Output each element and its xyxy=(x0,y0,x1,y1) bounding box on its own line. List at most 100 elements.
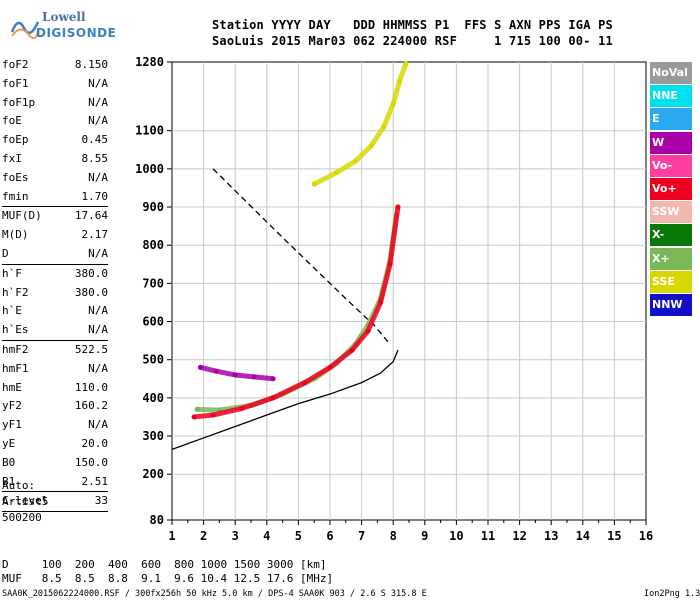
param-row-fmin: fmin 1.70 xyxy=(2,188,108,207)
x-tick-label: 2 xyxy=(200,529,207,543)
param-value: 1.70 xyxy=(81,189,109,203)
param-row-hf: h`F 380.0 xyxy=(2,263,108,284)
trace-point xyxy=(333,170,339,176)
param-key: yF1 xyxy=(2,418,22,432)
param-value: 522.5 xyxy=(74,342,108,356)
param-key: foF2 xyxy=(2,58,29,71)
param-value: 8.55 xyxy=(81,151,109,165)
auto-code: 500200 xyxy=(2,511,42,524)
param-key: yE xyxy=(2,436,16,450)
x-tick-label: 12 xyxy=(512,529,526,543)
footer-file-info: SAA0K_2015062224000.RSF / 300fx256h 50 k… xyxy=(2,589,427,599)
logo-wave-icon xyxy=(10,21,40,40)
trace-point xyxy=(403,61,409,67)
param-key: M(D) xyxy=(2,228,29,242)
trace-point xyxy=(197,364,203,370)
legend-item-nnw-10: NNW xyxy=(650,293,692,316)
param-row-fof1p: foF1p N/A xyxy=(2,94,108,113)
param-value: 110.0 xyxy=(74,380,108,394)
x-tick-label: 7 xyxy=(358,529,365,543)
trace-w xyxy=(197,364,276,382)
trace-sse xyxy=(311,61,409,187)
y-tick-label: 800 xyxy=(142,238,164,252)
trace-point xyxy=(390,101,396,107)
trace-vo xyxy=(191,204,401,420)
trace-point xyxy=(232,372,238,378)
x-tick-label: 10 xyxy=(449,529,463,543)
param-row-mufd: MUF(D) 17.64 xyxy=(2,206,108,226)
x-tick-label: 15 xyxy=(607,529,621,543)
legend-item-vo-4: Vo- xyxy=(650,154,692,177)
param-row-clevel: C-level 33 xyxy=(2,491,108,511)
param-key: yF2 xyxy=(2,399,22,413)
y-tick-label: 700 xyxy=(142,276,164,290)
param-value: N/A xyxy=(88,361,108,375)
trace-point xyxy=(248,403,254,408)
trace-point xyxy=(365,322,371,328)
param-row-he: h`E N/A xyxy=(2,302,108,321)
param-key: fmin xyxy=(2,189,29,203)
trace-point xyxy=(311,181,317,187)
y-tick-label: 400 xyxy=(142,391,164,405)
param-row-hf2: h`F2 380.0 xyxy=(2,284,108,303)
param-value: 17.64 xyxy=(74,209,108,223)
autoscaling-info: Auto: Artist5 500200 xyxy=(2,478,48,526)
x-tick-label: 14 xyxy=(576,529,590,543)
profile-line-0 xyxy=(171,349,399,451)
trace-point xyxy=(365,328,371,334)
trace-point xyxy=(349,347,355,353)
logo: Lowell DIGISONDE xyxy=(4,6,164,46)
x-tick-label: 5 xyxy=(295,529,302,543)
auto-label: Auto: xyxy=(2,479,36,492)
legend-item-noval-0: NoVal xyxy=(650,62,692,84)
trace-point xyxy=(216,407,222,413)
trace-x xyxy=(194,212,399,413)
x-tick-label: 1 xyxy=(168,529,175,543)
y-tick-label: 600 xyxy=(142,315,164,329)
trace-point xyxy=(393,212,399,218)
legend-item-vo-5: Vo+ xyxy=(650,177,692,200)
param-value: N/A xyxy=(88,418,108,432)
param-value: 380.0 xyxy=(74,285,108,299)
trace-point xyxy=(311,376,317,382)
header-line-2: SaoLuis 2015 Mar03 062 224000 RSF 1 715 … xyxy=(212,34,613,48)
param-key: hmE xyxy=(2,380,22,394)
param-row-hmf2: hmF2 522.5 xyxy=(2,339,108,360)
x-tick-label: 13 xyxy=(544,529,558,543)
param-value: N/A xyxy=(88,246,108,260)
y-tick-label: 80 xyxy=(150,513,164,527)
param-key: h`F2 xyxy=(2,285,29,299)
param-key: h`E xyxy=(2,304,22,318)
auto-program: Artist5 xyxy=(2,495,49,508)
legend-item-w-3: W xyxy=(650,131,692,154)
x-tick-label: 6 xyxy=(326,529,333,543)
param-value: N/A xyxy=(88,95,108,109)
param-row-d: D N/A xyxy=(2,245,108,264)
legend-item-nne-1: NNE xyxy=(650,85,692,108)
param-value: 20.0 xyxy=(81,436,109,450)
param-key: h`F xyxy=(2,266,22,280)
trace-point xyxy=(210,412,216,418)
param-key: foEs xyxy=(2,170,29,184)
y-tick-label: 200 xyxy=(142,467,164,481)
param-row-yf2: yF2 160.2 xyxy=(2,397,108,416)
y-tick-label: 1280 xyxy=(135,55,164,69)
param-divider xyxy=(2,511,108,513)
param-key: MUF(D) xyxy=(2,209,42,223)
x-tick-label: 3 xyxy=(232,529,239,543)
param-key: hmF1 xyxy=(2,361,29,375)
param-value: 2.51 xyxy=(81,474,109,488)
param-key: D xyxy=(2,246,9,260)
param-row-hme: hmE 110.0 xyxy=(2,379,108,398)
trace-point xyxy=(378,296,384,302)
trace-point xyxy=(194,406,200,412)
legend-item-e-2: E xyxy=(650,108,692,131)
param-key: B1 xyxy=(2,474,16,488)
trace-point xyxy=(397,78,403,84)
legend-item-x-7: X- xyxy=(650,224,692,247)
muf-row: MUF 8.5 8.5 8.8 9.1 9.6 10.4 12.5 17.6 [… xyxy=(2,572,334,585)
trace-point xyxy=(352,341,358,347)
y-tick-label: 1100 xyxy=(135,124,164,138)
trace-point xyxy=(378,299,384,305)
param-key: hmF2 xyxy=(2,342,29,356)
